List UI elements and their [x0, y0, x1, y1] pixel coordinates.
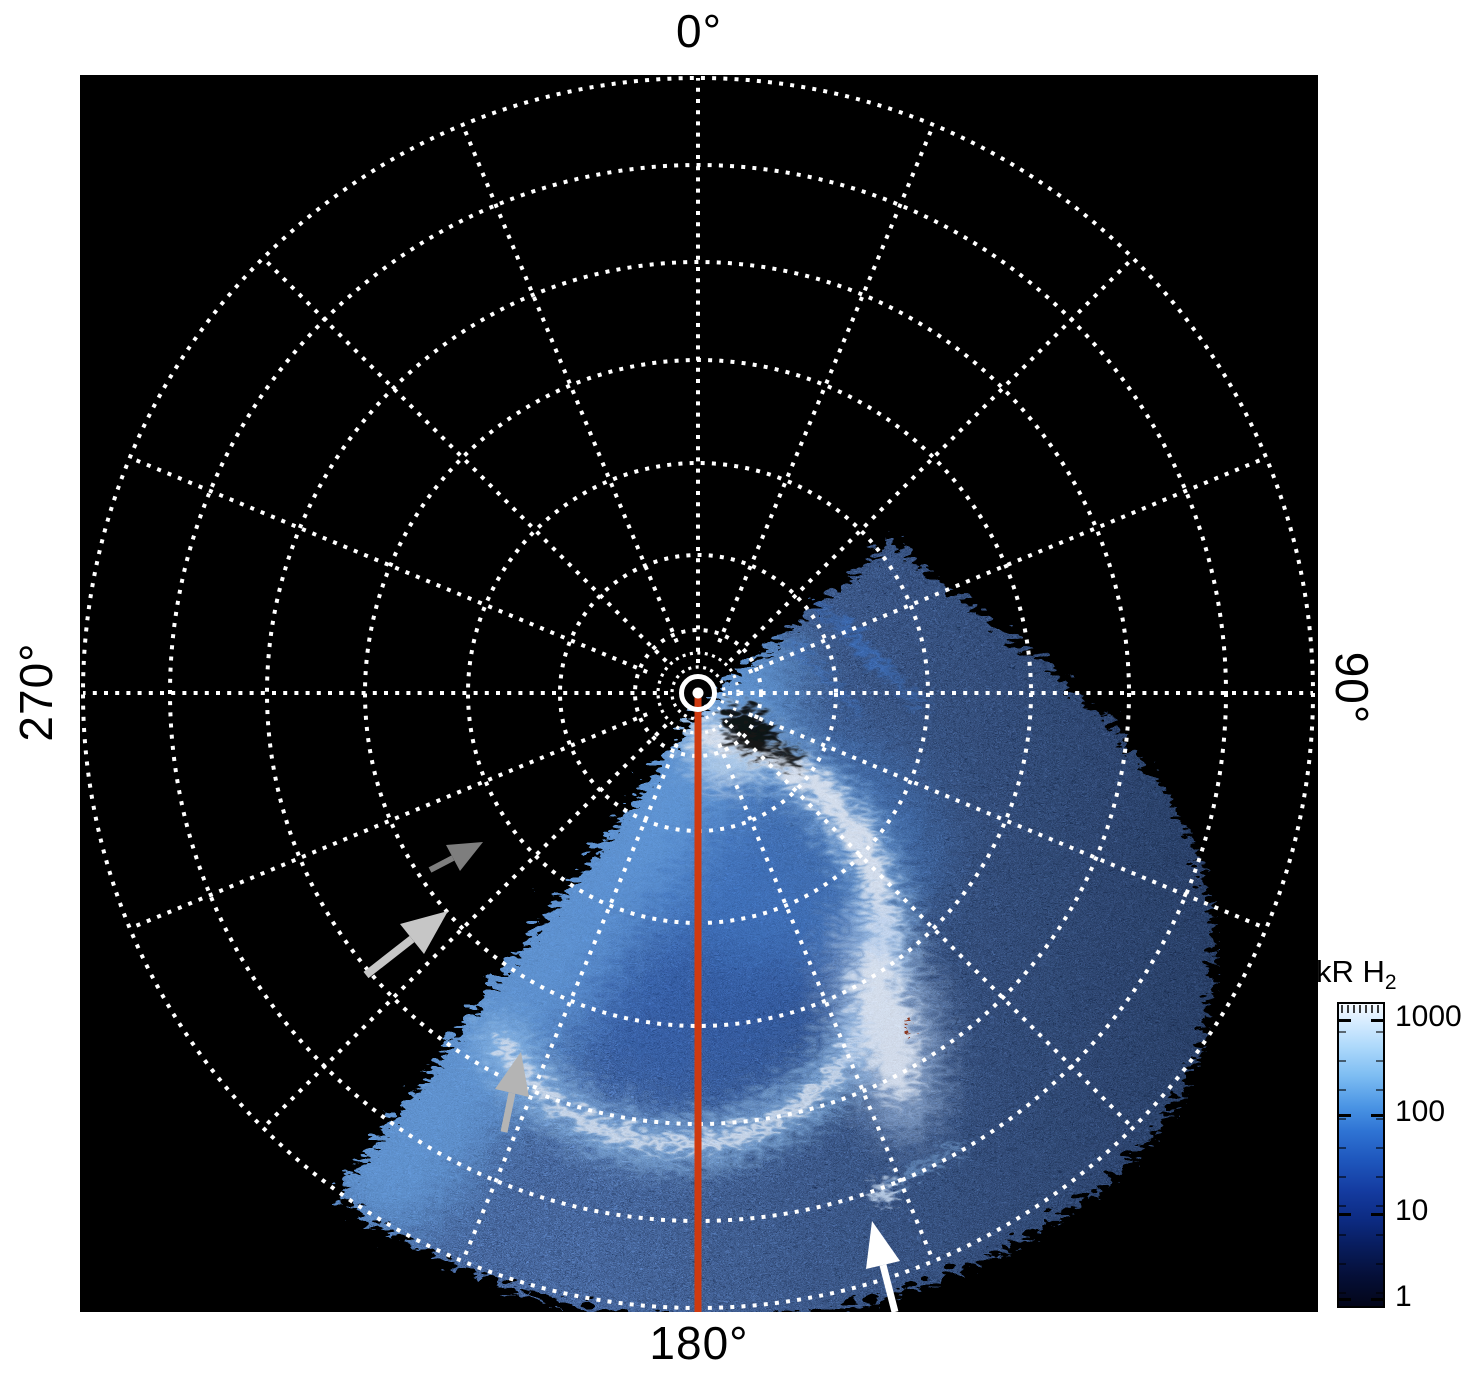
colorbar-tick-1000	[1339, 1019, 1351, 1022]
colorbar-tick-1	[1371, 1298, 1383, 1301]
colorbar-tick-10	[1371, 1213, 1383, 1216]
pole-marker	[679, 674, 717, 712]
colorbar-label-100: 100	[1395, 1095, 1446, 1128]
angle-label-90: 90°	[1326, 651, 1378, 725]
angle-label-0: 0°	[676, 5, 722, 57]
colorbar-minor-ticks-top	[1341, 1005, 1381, 1013]
colorbar-title: kR H2	[1316, 954, 1397, 995]
plot-area	[80, 75, 1318, 1313]
colorbar-minor-ticks-left	[1339, 1004, 1346, 1306]
colorbar-tick-1	[1339, 1298, 1351, 1301]
colorbar-tick-1000	[1371, 1019, 1383, 1022]
colorbar-minor-ticks-right	[1376, 1004, 1383, 1306]
colorbar	[1337, 1002, 1385, 1308]
gray-arrow-icon-1	[428, 842, 483, 873]
angle-label-180: 180°	[649, 1317, 749, 1369]
colorbar-tick-10	[1339, 1213, 1351, 1216]
gray-arrow-icon-2	[363, 911, 448, 979]
white-arrow-icon	[866, 1221, 900, 1313]
colorbar-tick-100	[1371, 1114, 1383, 1117]
colorbar-label-1000: 1000	[1395, 1000, 1462, 1033]
annotation-arrows	[363, 842, 900, 1313]
colorbar-tick-100	[1339, 1114, 1351, 1117]
colorbar-label-10: 10	[1395, 1194, 1429, 1227]
angle-label-270: 270°	[10, 642, 62, 742]
colorbar-label-1: 1	[1395, 1280, 1412, 1313]
polar-plot-canvas	[81, 76, 1315, 1313]
gray-arrow-icon-3	[495, 1052, 529, 1133]
